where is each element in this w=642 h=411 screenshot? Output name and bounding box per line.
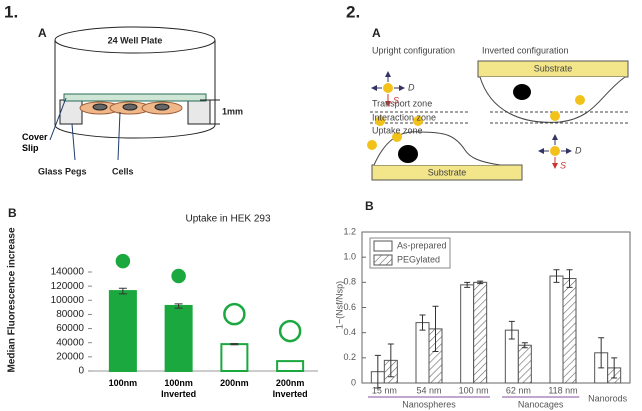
figure-label: 2. (346, 2, 360, 21)
bar (415, 322, 430, 384)
cover-slip-wrap: Cover Slip (22, 132, 48, 153)
error-bar (598, 337, 605, 369)
y-tick-label: 1.0 (343, 252, 356, 262)
bar (108, 290, 137, 373)
chart-title: Uptake in HEK 293 (185, 214, 270, 225)
pegs-label: Glass Pegs (38, 166, 87, 176)
x-tick-label: 100nm (108, 378, 138, 388)
bar (549, 275, 564, 384)
error-bar (611, 357, 618, 379)
legend-swatch (373, 254, 393, 266)
error-bar (118, 287, 127, 295)
x-tick-label-wrap: 200nm Inverted (272, 378, 308, 399)
error-bar (387, 343, 394, 378)
panel-label: A (38, 26, 47, 40)
error-bar (508, 320, 515, 340)
panel-label: B (8, 206, 17, 220)
cells-label: Cells (112, 166, 134, 176)
diffusion-label: D (408, 82, 415, 92)
marker (223, 302, 246, 326)
x-tick-label: 54 nm (416, 385, 441, 395)
y-axis-label: Median Fluorescence increase (7, 227, 18, 373)
height-label: 1mm (222, 106, 243, 116)
x-tick-label: 200nm Inverted (272, 378, 308, 399)
bar (164, 304, 193, 373)
config-label: Upright configuration (372, 45, 455, 55)
bar (276, 360, 305, 373)
y-tick-label: 120000 (51, 281, 85, 292)
marker (171, 268, 186, 284)
y-tick-label: 60000 (56, 323, 84, 334)
substrate-label: Substrate (428, 167, 467, 177)
bar (562, 278, 577, 384)
zone-label: Transport zone (372, 98, 432, 108)
error-bar (432, 305, 439, 353)
y-tick-label: 0.4 (343, 327, 356, 337)
y-tick-label: 0.8 (343, 277, 356, 287)
y-tick-label: 0 (351, 377, 356, 387)
y-tick-label: 1.2 (343, 226, 356, 236)
x-tick-label: 100 nm (459, 385, 489, 395)
substrate-label: Substrate (534, 63, 573, 73)
y-tick-label: 0.6 (343, 302, 356, 312)
config-label: Inverted configuration (482, 45, 569, 55)
y-tick-label: 0 (78, 366, 84, 377)
sedimentation-label: S (393, 95, 399, 105)
plot-frame (361, 231, 631, 384)
x-tick-label: 15 nm (372, 385, 397, 395)
x-tick-label: 62 nm (506, 385, 531, 395)
error-bar (374, 354, 381, 389)
bar (517, 344, 532, 384)
chart: 1−(Nsf/Nsp) 0 0.2 0.4 0.6 0.8 1.0 1.2 15 nm 54 nm… (334, 226, 631, 409)
group-label: Nanocages (518, 399, 564, 409)
diffusion-label: D (575, 145, 582, 155)
error-bar (521, 342, 528, 349)
bar (473, 281, 488, 384)
legend-swatch (373, 240, 393, 252)
panel-label: A (372, 26, 381, 40)
bar (460, 284, 475, 384)
x-tick-label: 200nm (220, 378, 249, 388)
cover-slip-label: Cover Slip (22, 132, 48, 153)
x-tick-label-wrap: 200nm (220, 378, 249, 388)
legend-label: PEGylated (397, 254, 440, 264)
error-bar (419, 314, 426, 331)
configuration-diagram (367, 60, 630, 181)
y-axis-label: 1−(Nsf/Nsp) (334, 281, 344, 329)
x-tick-label-wrap: 100nm Inverted (161, 378, 197, 399)
sedimentation-label: S (560, 160, 566, 170)
error-bar (230, 343, 239, 346)
bar (220, 343, 249, 372)
panel-label: B (365, 199, 374, 213)
figure-label: 1. (4, 2, 18, 21)
group-label: Nanospheres (402, 399, 456, 409)
legend-label: As-prepared (397, 240, 447, 250)
y-tick-label: 0.2 (343, 352, 356, 362)
error-bar (477, 280, 484, 285)
error-bar (174, 303, 183, 309)
zone-label: Interaction zone (372, 112, 436, 122)
x-tick-label: 118 nm (548, 385, 577, 395)
group-label: Nanorods (588, 393, 628, 403)
error-bar (566, 269, 573, 288)
well-plate-diagram (49, 26, 220, 161)
y-tick-label: 140000 (51, 267, 85, 278)
zone-label: Uptake zone (372, 125, 423, 135)
x-tick-label: 100nm Inverted (161, 378, 197, 399)
marker (278, 319, 302, 343)
x-tick-label-wrap: 100nm (108, 378, 138, 388)
error-bar (553, 269, 560, 283)
y-tick-label: 20000 (56, 351, 84, 362)
y-tick-label: 100000 (51, 295, 85, 306)
error-bar (464, 281, 471, 288)
plate-label: 24 Well Plate (108, 35, 163, 45)
marker (115, 253, 131, 269)
y-tick-label: 80000 (56, 309, 84, 320)
y-tick-label: 40000 (56, 337, 84, 348)
